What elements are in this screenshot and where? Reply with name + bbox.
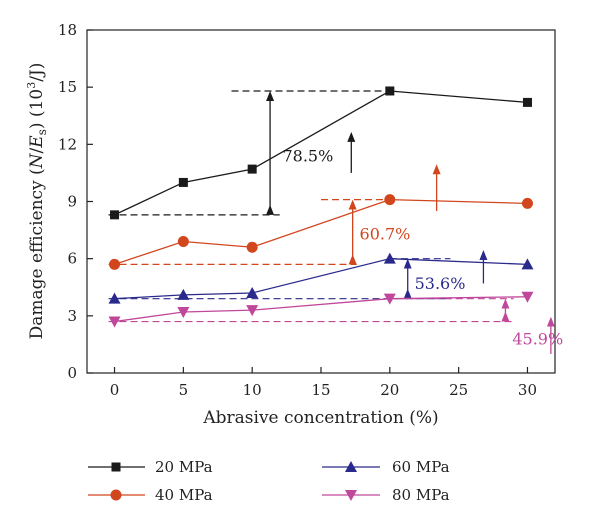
legend-label-20mpa: 20 MPa — [155, 458, 213, 476]
data-point — [521, 258, 534, 270]
series-line — [114, 296, 528, 323]
legend-label-40mpa: 40 MPa — [155, 486, 213, 504]
increase-label: 60.7% — [360, 225, 411, 244]
legend-label-80mpa: 80 MPa — [392, 486, 450, 504]
y-tick-label: 12 — [58, 135, 77, 153]
x-axis-title: Abrasive concentration (%) — [202, 408, 438, 428]
legend-marker-circle — [110, 489, 122, 501]
data-point — [177, 307, 190, 319]
data-point — [383, 252, 396, 264]
data-point — [247, 164, 257, 174]
y-tick-label: 6 — [67, 250, 77, 268]
x-tick-label: 30 — [518, 381, 537, 399]
y-axis-title: Damage efficiency (N/Es) (103/J) — [25, 63, 49, 340]
legend-item-40mpa: 40 MPa — [88, 486, 213, 504]
y-tick-label: 9 — [67, 193, 77, 211]
data-point — [521, 291, 534, 303]
data-point — [177, 288, 190, 300]
y-tick-label: 18 — [58, 21, 77, 39]
increase-label: 45.9% — [512, 329, 563, 348]
data-point — [246, 305, 259, 317]
data-point — [246, 286, 259, 298]
legend-label-60mpa: 60 MPa — [392, 458, 450, 476]
data-point — [384, 194, 396, 206]
data-point — [108, 292, 121, 304]
guides-layer — [108, 90, 555, 354]
data-point — [108, 316, 121, 328]
series-line — [114, 198, 528, 266]
data-point — [522, 97, 532, 107]
legend-marker-triangle-down — [345, 490, 357, 501]
x-tick-label: 25 — [449, 381, 468, 399]
y-tick-label: 0 — [67, 364, 77, 382]
legend-item-20mpa: 20 MPa — [88, 458, 213, 476]
data-point — [521, 197, 533, 209]
y-tick-label: 15 — [58, 78, 77, 96]
data-point — [246, 241, 258, 253]
data-point — [177, 236, 189, 248]
legend-item-80mpa: 80 MPa — [322, 486, 450, 504]
x-tick-label: 0 — [110, 381, 120, 399]
legend-item-60mpa: 60 MPa — [322, 458, 450, 476]
data-point — [385, 86, 395, 96]
increase-label: 53.6% — [415, 274, 466, 293]
x-tick-label: 15 — [311, 381, 330, 399]
legend-marker-square — [111, 462, 121, 472]
increase-label: 78.5% — [282, 146, 333, 165]
y-tick-label: 3 — [67, 307, 77, 325]
labels-layer: 78.5% 60.7% 53.6% 45.9% — [282, 146, 563, 348]
x-tick-label: 20 — [380, 381, 399, 399]
legend-marker-triangle-up — [345, 461, 357, 472]
data-point — [178, 177, 188, 187]
x-tick-label: 10 — [243, 381, 262, 399]
data-point — [109, 258, 121, 270]
data-point — [383, 293, 396, 305]
legend: 20 MPa 40 MPa 60 MPa 80 MPa — [88, 458, 450, 504]
ticks-layer: 0 5 10 15 20 25 30 0 3 6 9 12 15 18 — [58, 21, 537, 399]
x-tick-label: 5 — [179, 381, 189, 399]
series-layer — [108, 86, 534, 328]
data-point — [110, 210, 120, 220]
